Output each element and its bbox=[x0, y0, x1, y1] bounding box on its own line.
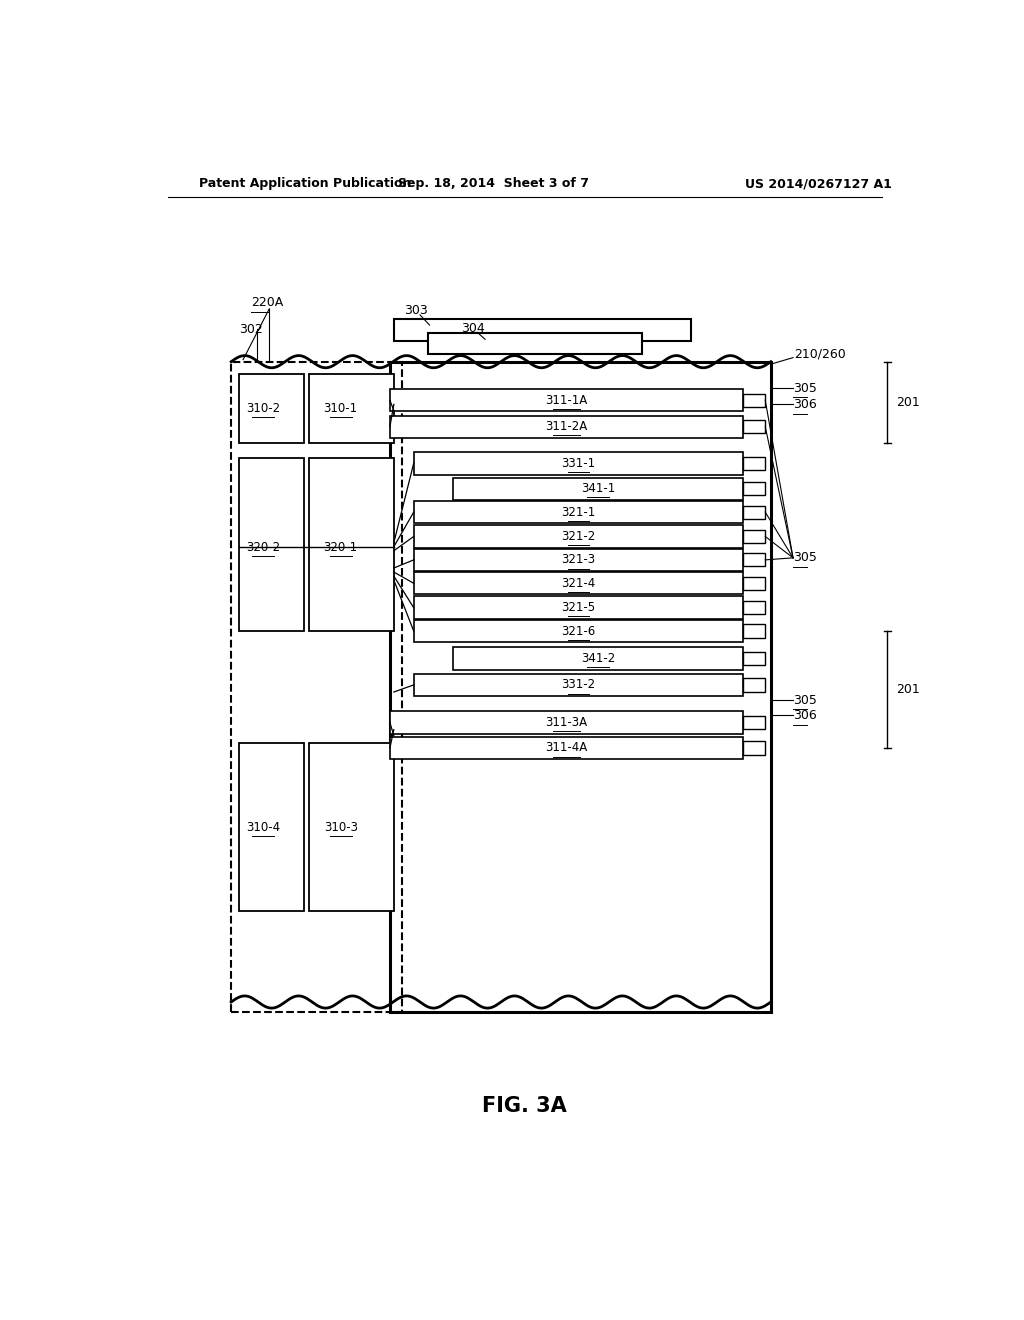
Bar bbox=[743, 420, 765, 433]
Text: 320-1: 320-1 bbox=[324, 541, 357, 554]
Text: 220A: 220A bbox=[251, 296, 284, 309]
Text: 302: 302 bbox=[240, 322, 263, 335]
Bar bbox=[454, 647, 743, 669]
Bar bbox=[414, 597, 743, 619]
Bar bbox=[428, 333, 642, 354]
Text: 311-3A: 311-3A bbox=[546, 715, 588, 729]
Bar bbox=[414, 673, 743, 696]
Text: 341-1: 341-1 bbox=[581, 482, 615, 495]
Bar bbox=[240, 743, 304, 911]
Text: 341-2: 341-2 bbox=[581, 652, 615, 665]
Bar bbox=[743, 457, 765, 470]
Text: 305: 305 bbox=[793, 693, 817, 706]
Text: 331-1: 331-1 bbox=[561, 457, 595, 470]
Bar bbox=[390, 737, 743, 759]
Bar bbox=[394, 319, 691, 342]
Text: 305: 305 bbox=[793, 552, 817, 565]
Bar bbox=[743, 624, 765, 638]
Bar bbox=[231, 362, 401, 1012]
Text: 310-3: 310-3 bbox=[324, 821, 357, 834]
Bar bbox=[414, 572, 743, 594]
Text: US 2014/0267127 A1: US 2014/0267127 A1 bbox=[745, 177, 892, 190]
Text: 311-1A: 311-1A bbox=[546, 393, 588, 407]
Text: 321-2: 321-2 bbox=[561, 531, 596, 543]
Text: 321-6: 321-6 bbox=[561, 624, 596, 638]
Text: 305: 305 bbox=[793, 381, 817, 395]
Bar bbox=[390, 389, 743, 412]
Bar bbox=[309, 374, 394, 444]
Bar bbox=[743, 393, 765, 407]
Text: 201: 201 bbox=[896, 684, 920, 697]
Text: 311-2A: 311-2A bbox=[546, 420, 588, 433]
Bar bbox=[414, 620, 743, 643]
Text: 201: 201 bbox=[896, 396, 920, 409]
Bar bbox=[240, 374, 304, 444]
Bar bbox=[240, 458, 304, 631]
Text: 310-2: 310-2 bbox=[246, 401, 280, 414]
Text: 306: 306 bbox=[793, 397, 817, 411]
Text: Sep. 18, 2014  Sheet 3 of 7: Sep. 18, 2014 Sheet 3 of 7 bbox=[397, 177, 589, 190]
Bar bbox=[743, 553, 765, 566]
Bar bbox=[743, 742, 765, 755]
Bar bbox=[743, 482, 765, 495]
Bar bbox=[390, 711, 743, 734]
Bar bbox=[743, 715, 765, 729]
Bar bbox=[454, 478, 743, 500]
Text: 310-4: 310-4 bbox=[246, 821, 280, 834]
Text: 310-1: 310-1 bbox=[324, 401, 357, 414]
Text: 210/260: 210/260 bbox=[795, 347, 847, 360]
Bar bbox=[414, 453, 743, 474]
Text: 321-3: 321-3 bbox=[561, 553, 595, 566]
Bar bbox=[743, 577, 765, 590]
Text: 321-4: 321-4 bbox=[561, 577, 596, 590]
Bar bbox=[414, 525, 743, 548]
Text: 321-5: 321-5 bbox=[561, 601, 595, 614]
Bar bbox=[743, 506, 765, 519]
Text: 320-2: 320-2 bbox=[246, 541, 280, 554]
Text: 306: 306 bbox=[793, 709, 817, 722]
Bar bbox=[743, 652, 765, 665]
Bar bbox=[414, 500, 743, 523]
Text: 311-4A: 311-4A bbox=[546, 742, 588, 755]
Bar bbox=[309, 458, 394, 631]
Bar bbox=[743, 529, 765, 543]
Bar bbox=[743, 678, 765, 692]
Bar bbox=[390, 362, 771, 1012]
Text: 331-2: 331-2 bbox=[561, 678, 595, 692]
Text: Patent Application Publication: Patent Application Publication bbox=[200, 177, 412, 190]
Text: 303: 303 bbox=[404, 305, 428, 317]
Text: 304: 304 bbox=[461, 322, 485, 335]
Text: FIG. 3A: FIG. 3A bbox=[482, 1096, 567, 1115]
Bar bbox=[309, 743, 394, 911]
Bar bbox=[390, 416, 743, 438]
Bar bbox=[743, 601, 765, 614]
Text: 321-1: 321-1 bbox=[561, 506, 596, 519]
Bar bbox=[414, 549, 743, 572]
